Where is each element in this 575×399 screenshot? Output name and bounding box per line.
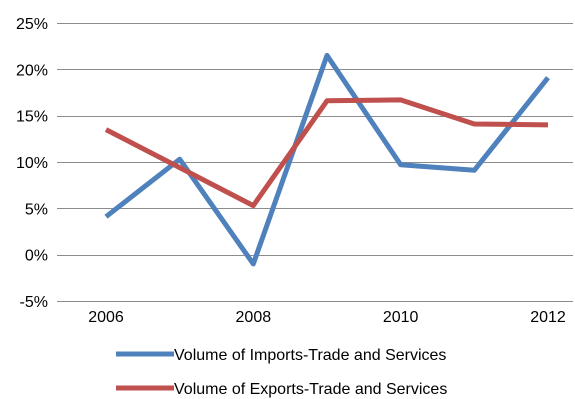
legend: Volume of Imports-Trade and Services Volu…	[116, 347, 447, 398]
x-tick-label: 2012	[530, 309, 566, 326]
y-tick-label: 0%	[25, 248, 48, 265]
y-tick-label: 25%	[16, 16, 48, 33]
x-axis-tick-labels: 2006 2008 2010 2012	[88, 309, 566, 326]
x-tick-label: 2006	[88, 309, 124, 326]
series-lines	[104, 52, 550, 267]
y-tick-label: 5%	[25, 201, 48, 218]
y-tick-label: 20%	[16, 62, 48, 79]
series-line-imports	[104, 52, 550, 267]
y-tick-label: 10%	[16, 155, 48, 172]
series-line-exports	[104, 97, 549, 209]
legend-label-exports: Volume of Exports-Trade and Services	[174, 381, 447, 398]
legend-label-imports: Volume of Imports-Trade and Services	[174, 347, 446, 364]
y-tick-label: -5%	[20, 294, 48, 311]
grid-lines	[57, 23, 573, 302]
y-tick-label: 15%	[16, 109, 48, 126]
x-tick-label: 2008	[236, 309, 272, 326]
y-axis-tick-labels: -5% 0% 5% 10% 15% 20% 25%	[16, 16, 48, 311]
x-tick-label: 2010	[383, 309, 419, 326]
